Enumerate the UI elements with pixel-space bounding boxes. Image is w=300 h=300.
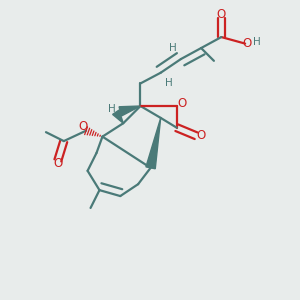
Text: O: O [178, 97, 187, 110]
Text: H: H [108, 104, 116, 114]
Text: H: H [169, 44, 177, 53]
Text: H: H [253, 37, 261, 47]
Polygon shape [112, 110, 123, 123]
Text: O: O [243, 37, 252, 50]
Text: H: H [165, 78, 172, 88]
Polygon shape [146, 118, 161, 169]
Text: O: O [78, 120, 87, 133]
Polygon shape [119, 106, 140, 116]
Text: O: O [53, 157, 62, 170]
Text: O: O [196, 129, 205, 142]
Text: O: O [217, 8, 226, 21]
